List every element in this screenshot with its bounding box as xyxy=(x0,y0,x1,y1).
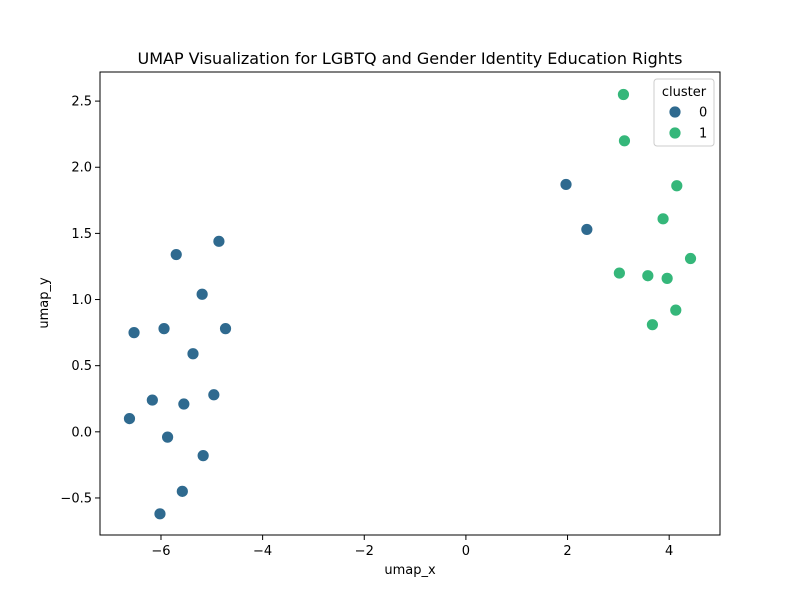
y-axis-label: umap_y xyxy=(37,277,52,329)
scatter-point-cluster-1 xyxy=(660,271,674,285)
scatter-point-cluster-0 xyxy=(219,322,232,336)
x-axis-label: umap_x xyxy=(384,563,436,578)
legend-title: cluster xyxy=(662,85,707,100)
scatter-point-cluster-0 xyxy=(195,287,209,301)
x-tick-label: −4 xyxy=(253,544,272,559)
scatter-point-cluster-0 xyxy=(580,223,594,236)
scatter-point-cluster-0 xyxy=(153,507,167,521)
legend-box xyxy=(653,78,715,147)
y-tick-label: 2.0 xyxy=(71,161,92,176)
scatter-point-cluster-0 xyxy=(559,178,573,191)
scatter-point-cluster-1 xyxy=(656,212,670,226)
y-axis-ticks: −0.5 0.0 0.5 1.0 1.5 2.0 2.5 xyxy=(60,95,100,506)
scatter-point-cluster-0 xyxy=(145,393,159,407)
x-tick-label: −6 xyxy=(151,544,170,559)
y-tick-label: 0.0 xyxy=(71,425,92,440)
x-tick-label: 4 xyxy=(665,544,673,559)
legend-marker-cluster-0 xyxy=(668,105,682,119)
x-tick-label: 0 xyxy=(462,544,470,559)
scatter-point-cluster-0 xyxy=(127,326,141,340)
x-tick-label: 2 xyxy=(563,544,571,559)
scatter-point-cluster-1 xyxy=(618,134,631,148)
chart-title: UMAP Visualization for LGBTQ and Gender … xyxy=(137,49,682,68)
legend: cluster 01 xyxy=(653,78,715,147)
scatter-point-cluster-1 xyxy=(646,318,659,332)
y-tick-label: 1.0 xyxy=(71,293,92,308)
scatter-point-cluster-1 xyxy=(641,269,655,283)
scatter-point-cluster-0 xyxy=(175,484,189,498)
y-tick-label: 1.5 xyxy=(71,227,92,242)
scatter-point-cluster-1 xyxy=(670,179,684,193)
legend-label-cluster-0: 0 xyxy=(699,106,707,121)
scatter-point-cluster-0 xyxy=(186,347,200,361)
scatter-point-cluster-0 xyxy=(207,388,221,402)
x-axis-ticks: −6 −4 −2 0 2 4 xyxy=(151,535,673,559)
scatter-point-cluster-1 xyxy=(612,266,626,280)
scatter-point-cluster-0 xyxy=(196,449,210,463)
plot-area: −6 −4 −2 0 2 4 −0.5 0.0 0.5 1.0 1.5 2.0 2.5 xyxy=(60,71,721,559)
legend-label-cluster-1: 1 xyxy=(699,127,707,142)
x-tick-label: −2 xyxy=(355,544,374,559)
scatter-point-cluster-1 xyxy=(684,252,697,265)
y-tick-label: 2.5 xyxy=(71,95,92,110)
scatter-point-cluster-0 xyxy=(157,322,171,336)
scatter-point-cluster-0 xyxy=(169,248,183,261)
scatter-point-cluster-0 xyxy=(123,412,136,425)
scatter-point-cluster-1 xyxy=(617,88,630,101)
y-tick-label: −0.5 xyxy=(60,491,92,506)
legend-marker-cluster-1 xyxy=(668,126,682,140)
scatter-point-cluster-1 xyxy=(669,303,683,317)
y-tick-label: 0.5 xyxy=(71,359,92,374)
scatter-point-cluster-0 xyxy=(177,397,191,411)
legend-entries: 01 xyxy=(668,105,707,142)
scatter-point-cluster-0 xyxy=(161,430,174,444)
points-layer xyxy=(123,88,697,521)
scatter-point-cluster-0 xyxy=(212,234,226,248)
